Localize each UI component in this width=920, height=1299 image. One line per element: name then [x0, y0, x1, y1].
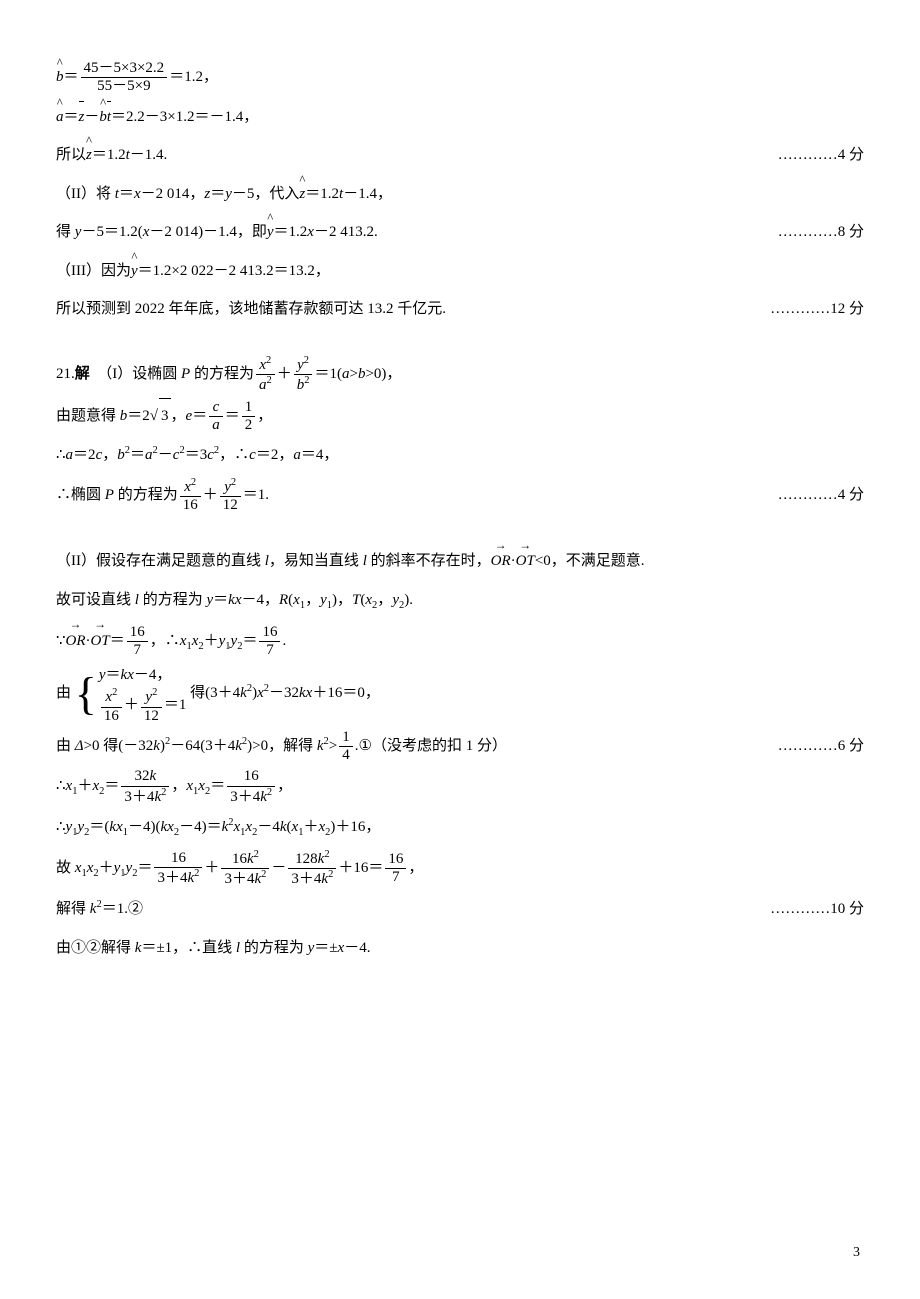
score-4b: …………4 分 [758, 478, 864, 513]
hat-b2: b [99, 100, 107, 135]
score-12: …………12 分 [750, 292, 864, 327]
p21-line13: 解得 k2＝1.② …………10 分 [56, 892, 864, 927]
p20-line2: a＝z－bt＝2.2－3×1.2＝－1.4， [56, 100, 864, 135]
p21-line7: ∵OR·OT＝167，∴x1x2＋y1y2＝167. [56, 622, 864, 659]
p20-line7: 所以预测到 2022 年年底，该地储蓄存款额可达 13.2 千亿元. …………1… [56, 292, 864, 327]
score-8: …………8 分 [758, 215, 864, 250]
p20-line3: 所以z＝1.2t－1.4. …………4 分 [56, 138, 864, 173]
p21-line2: 由题意得 b＝23，e＝ca＝12， [56, 398, 864, 434]
p20-line4: （II）将 t＝x－2 014，z＝y－5，代入z＝1.2t－1.4， [56, 177, 864, 212]
p21-line10: ∴x1＋x2＝32k3＋4k2，x1x2＝163＋4k2， [56, 768, 864, 806]
p20-line6: （III）因为y＝1.2×2 022－2 413.2＝13.2， [56, 254, 864, 289]
p21-line12: 故 x1x2＋y1y2＝163＋4k2＋16k23＋4k2－128k23＋4k2… [56, 849, 864, 889]
p21-line4: ∴椭圆 P 的方程为x216＋y212＝1. …………4 分 [56, 477, 864, 515]
score-4: …………4 分 [758, 138, 864, 173]
vec-or: OR [491, 542, 511, 579]
p21-line1: 21.解 （I）设椭圆 P 的方程为x2a2＋y2b2＝1(a>b>0)， [56, 355, 864, 395]
p21-line8: 由 { y＝kx－4， x216＋y212＝1 得(3＋4k2)x2－32kx＋… [56, 663, 864, 725]
p21-line3: ∴a＝2c，b2＝a2－c2＝3c2，∴c＝2，a＝4， [56, 438, 864, 473]
score-6: …………6 分 [758, 729, 864, 764]
system-brace: { y＝kx－4， x216＋y212＝1 [75, 663, 187, 725]
bar-z: z [79, 100, 85, 135]
p21-line5: （II）假设存在满足题意的直线 l，易知当直线 l 的斜率不存在时，OR·OT<… [56, 542, 864, 579]
p21-line11: ∴y1y2＝(kx1－4)(kx2－4)＝k2x1x2－4k(x1＋x2)＋16… [56, 810, 864, 845]
p21-line9: 由 Δ>0 得(－32k)2－64(3＋4k2)>0，解得 k2>14.①（没考… [56, 729, 864, 765]
hat-a: a [56, 100, 64, 135]
vec-ot: OT [516, 542, 535, 579]
frac-b: 45－5×3×2.255－5×9 [81, 60, 168, 96]
p21-line6: 故可设直线 l 的方程为 y＝kx－4，R(x1，y1)，T(x2，y2). [56, 583, 864, 618]
page-number: 3 [853, 1237, 860, 1269]
bar-t: t [107, 100, 111, 135]
p21-line14: 由①②解得 k＝±1，∴直线 l 的方程为 y＝±x－4. [56, 931, 864, 966]
p20-line5: 得 y－5＝1.2(x－2 014)－1.4，即y＝1.2x－2 413.2. … [56, 215, 864, 250]
p20-line1: b＝45－5×3×2.255－5×9＝1.2， [56, 60, 864, 96]
score-10: …………10 分 [750, 892, 864, 927]
